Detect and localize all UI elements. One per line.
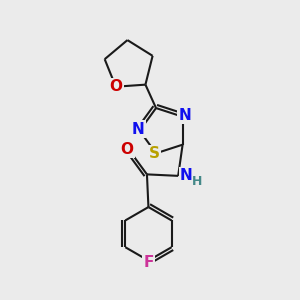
Text: F: F [143, 256, 154, 271]
Text: N: N [132, 122, 145, 137]
Text: H: H [191, 175, 202, 188]
Text: O: O [121, 142, 134, 157]
Text: N: N [178, 108, 191, 123]
Text: S: S [149, 146, 160, 161]
Text: N: N [180, 168, 193, 183]
Text: O: O [109, 79, 122, 94]
